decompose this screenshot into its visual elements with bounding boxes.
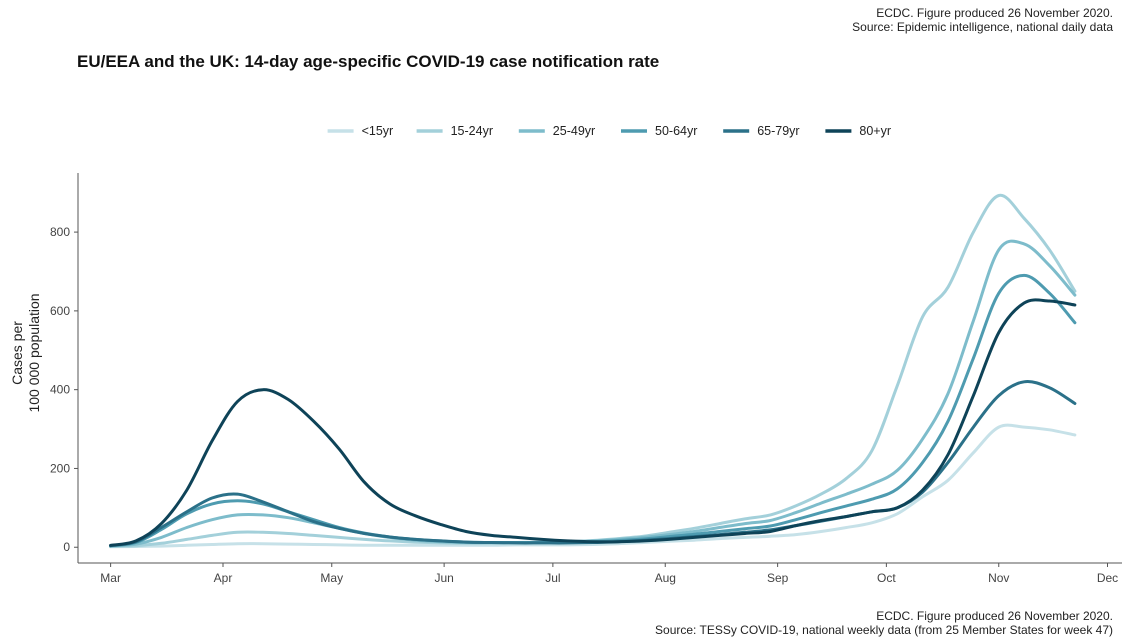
legend-label: 65-79yr (757, 124, 799, 138)
series-line-50-64yr (109, 273, 1077, 548)
figure-credit-bottom: ECDC. Figure produced 26 November 2020. … (655, 609, 1113, 637)
x-tick-label: Jun (434, 571, 453, 585)
x-ticks: Mar Apr May Jun Jul Aug Sep Oct Nov Dec (100, 563, 1118, 585)
legend-item: 15-24yr (416, 124, 493, 138)
credit-top-line1: ECDC. Figure produced 26 November 2020. (876, 6, 1113, 20)
credit-bottom-line1: ECDC. Figure produced 26 November 2020. (876, 609, 1113, 623)
y-axis-title-line2: 100 000 population (26, 293, 42, 412)
legend-label: 15-24yr (451, 124, 493, 138)
x-tick-label: Aug (655, 571, 676, 585)
y-tick-label: 800 (50, 225, 70, 239)
y-ticks: 0 200 400 600 800 (50, 225, 78, 554)
x-tick-label: Apr (214, 571, 233, 585)
series-lines (109, 193, 1077, 549)
y-tick-label: 600 (50, 304, 70, 318)
series-line-65-79yr (109, 380, 1077, 548)
credit-top-line2: Source: Epidemic intelligence, national … (852, 20, 1113, 34)
x-tick-label: Dec (1097, 571, 1118, 585)
y-tick-label: 200 (50, 461, 70, 475)
legend-label: 25-49yr (553, 124, 595, 138)
series-line-15yr (109, 423, 1077, 549)
legend-item: 25-49yr (518, 124, 595, 138)
figure-credit-top: ECDC. Figure produced 26 November 2020. … (852, 6, 1113, 34)
chart-title: EU/EEA and the UK: 14-day age-specific C… (77, 52, 660, 71)
y-tick-label: 0 (63, 540, 70, 554)
legend-label: 50-64yr (655, 124, 697, 138)
x-tick-label: Oct (877, 571, 896, 585)
x-tick-label: Jul (545, 571, 560, 585)
y-tick-label: 400 (50, 383, 70, 397)
y-axis-title-line1: Cases per (9, 321, 25, 385)
legend-item: <15yr (327, 124, 394, 138)
axes (77, 173, 1122, 564)
legend-label: 80+yr (859, 124, 891, 138)
legend-item: 65-79yr (723, 124, 800, 138)
series-line-80-yr (109, 298, 1077, 547)
x-tick-label: May (320, 571, 343, 585)
x-tick-label: Nov (988, 571, 1009, 585)
legend: <15yr 15-24yr 25-49yr 50-64yr 65-79yr 80+yr (327, 124, 891, 138)
legend-label: <15yr (362, 124, 394, 138)
x-tick-label: Mar (100, 571, 121, 585)
legend-item: 50-64yr (621, 124, 697, 138)
credit-bottom-line2: Source: TESSy COVID-19, national weekly … (655, 623, 1113, 637)
x-tick-label: Sep (767, 571, 789, 585)
legend-item: 80+yr (825, 124, 891, 138)
